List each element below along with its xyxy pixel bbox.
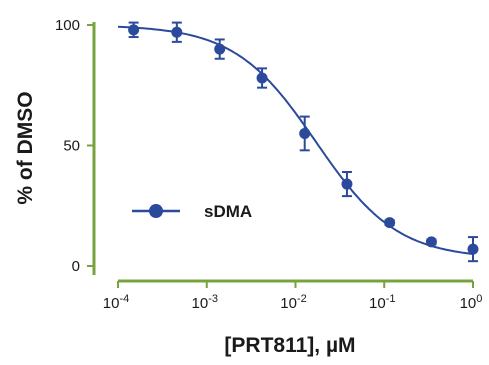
x-tick-label: 100 <box>460 293 483 312</box>
legend-label-sdma: sDMA <box>204 202 252 221</box>
data-point <box>467 236 479 263</box>
data-point <box>128 21 140 39</box>
y-tick-label: 50 <box>63 138 80 155</box>
x-ticks: 10-4 10-3 10-2 10-1 100 <box>103 281 483 312</box>
data-point-marker <box>384 217 396 229</box>
y-ticks: 0 50 100 <box>55 17 94 275</box>
x-tick-label: 10-2 <box>280 293 306 312</box>
y-tick-label: 100 <box>55 17 80 34</box>
y-tick-label: 0 <box>72 258 80 275</box>
data-point-marker <box>214 43 226 55</box>
data-point <box>384 217 396 229</box>
data-point-marker <box>299 127 311 139</box>
x-axis-title: [PRT811], µM <box>224 334 355 357</box>
data-point <box>214 38 226 60</box>
data-points-sdma <box>128 21 479 263</box>
x-tick-label: 10-3 <box>192 293 218 312</box>
data-point-marker <box>171 26 183 38</box>
data-point-marker <box>256 72 268 84</box>
data-point <box>256 67 268 89</box>
data-point <box>299 115 311 152</box>
legend: sDMA <box>132 202 252 221</box>
data-point-marker <box>425 236 437 248</box>
y-axis-title: % of DMSO <box>14 91 37 204</box>
axes <box>92 22 473 283</box>
data-point <box>341 171 353 198</box>
data-point <box>425 236 437 248</box>
x-tick-label: 10-4 <box>103 293 129 312</box>
data-point <box>171 21 183 43</box>
legend-marker-sdma <box>149 204 163 218</box>
data-point-marker <box>128 24 140 36</box>
data-point-marker <box>341 178 353 190</box>
data-point-marker <box>467 243 479 255</box>
x-tick-label: 10-1 <box>369 293 395 312</box>
fit-curve-sdma <box>117 25 474 255</box>
